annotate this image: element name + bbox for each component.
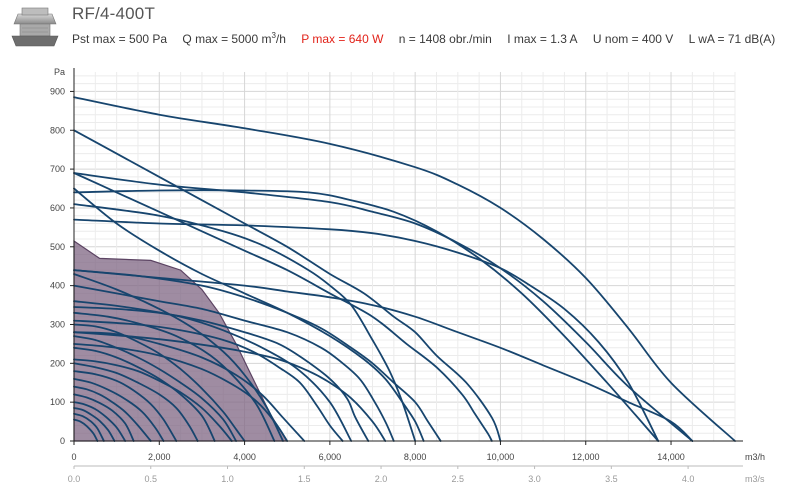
fan-curve-26 [73,407,116,442]
y-tick-label: 300 [50,319,65,329]
fan-curve-12 [73,319,344,442]
x2-tick-label: 3.5 [605,474,618,484]
y-tick-label: 400 [50,281,65,291]
fan-curve-5 [73,269,694,442]
x-tick-label: 8,000 [404,452,427,462]
x2-tick-label: 0.5 [145,474,158,484]
y-tick-label: 700 [50,164,65,174]
chart-axes [70,68,743,469]
y-tick-label: 0 [60,436,65,446]
fan-curve-31 [73,331,387,442]
x-tick-label: 4,000 [233,452,256,462]
x2-tick-label: 4.0 [682,474,695,484]
x-tick-label: 14,000 [657,452,685,462]
fan-curve-4 [73,218,660,442]
y-tick-label: 200 [50,358,65,368]
fan-curve-21 [73,370,178,442]
x2-tick-label: 1.0 [221,474,234,484]
y-tick-label: 600 [50,203,65,213]
fan-curve-22 [73,378,165,442]
fan-curve-25 [73,401,127,442]
y-axis-label: Pa [54,67,65,77]
x-tick-label: 6,000 [319,452,342,462]
x2-tick-label: 1.5 [298,474,311,484]
roof-fan-icon [11,7,59,47]
x-tick-label: 12,000 [572,452,600,462]
spec-line: Pst max = 500 Pa Q max = 5000 m3/h P max… [72,31,786,46]
i-max-spec: I max = 1.3 A [507,32,578,46]
lwa-spec: L wA = 71 dB(A) [688,32,776,46]
q-max-suffix: /h [275,32,286,46]
p-max-spec: P max = 640 W [301,32,384,46]
fan-curve-9 [73,203,417,442]
x-axis-label: m3/h [745,452,765,462]
fan-curve-1 [73,96,736,442]
fan-curve-11 [73,306,370,442]
y-tick-label: 500 [50,242,65,252]
fan-curve-16 [73,273,284,442]
tick-label-group: 0 100 200 300 400 500 600 700 800 900 Pa 0 2,000 4,00… [50,67,765,484]
u-nom-spec: U nom = 400 V [592,32,674,46]
fan-curve-27 [73,412,105,442]
fan-curve-32 [73,300,353,442]
x2-tick-label: 2.0 [375,474,388,484]
curve-group [73,96,736,442]
fan-curve-20 [73,362,199,442]
x2-tick-label: 0.0 [68,474,81,484]
q-max-sup: 3 [271,31,276,40]
q-max-spec: Q max = 5000 m3/h [182,31,286,46]
fan-curve-6 [73,129,502,442]
fan-curve-30 [73,311,276,442]
y-tick-label: 900 [50,86,65,96]
fan-curve-24 [73,393,135,442]
x2-tick-label: 2.5 [452,474,465,484]
y-tick-label: 800 [50,125,65,135]
fan-curve-28 [73,418,99,442]
fan-curve-23 [73,385,152,442]
pst-max-spec: Pst max = 500 Pa [72,32,168,46]
fan-curve-17 [73,323,246,442]
fan-curve-10 [73,284,395,442]
x2-tick-label: 3.0 [528,474,541,484]
x-tick-label: 2,000 [148,452,171,462]
model-title: RF/4-400T [72,4,156,23]
fan-curve-29 [73,358,233,442]
fan-curve-15 [73,269,442,442]
fan-curve-3 [73,189,660,442]
fan-curve-19 [73,346,216,442]
fan-curve-18 [73,335,237,442]
x-tick-label: 0 [71,452,76,462]
x-tick-label: 10,000 [487,452,515,462]
n-spec: n = 1408 obr./min [398,32,492,46]
x2-axis-label: m3/s [745,474,765,484]
q-max-prefix: Q max = 5000 m [182,32,272,46]
y-tick-label: 100 [50,397,65,407]
chart-header: RF/4-400T Pst max = 500 Pa Q max = 5000 … [0,0,786,60]
